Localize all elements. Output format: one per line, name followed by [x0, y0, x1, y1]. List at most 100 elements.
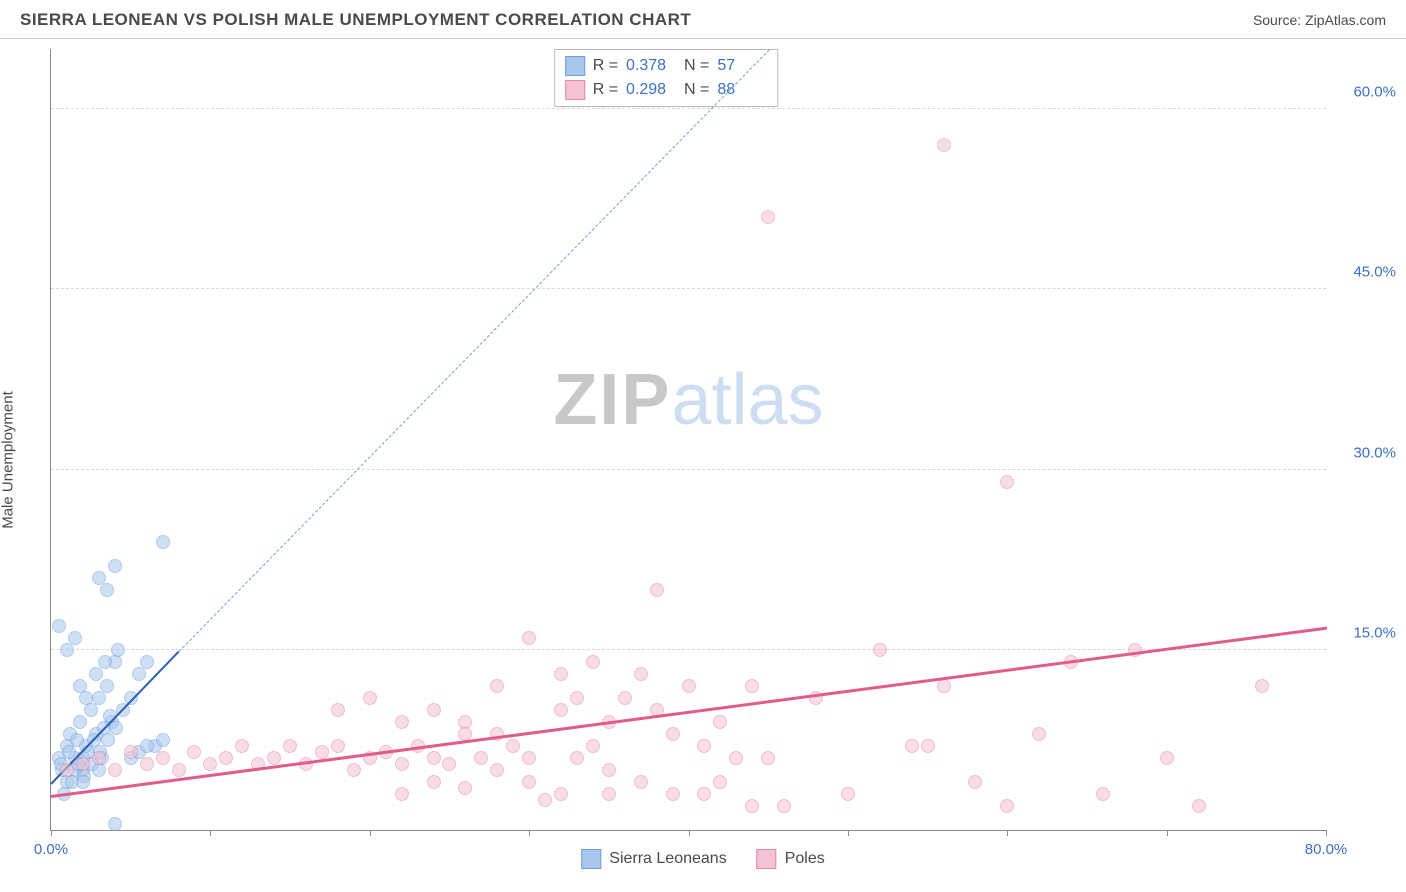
scatter-point [156, 751, 170, 765]
scatter-point [132, 667, 146, 681]
scatter-point [331, 739, 345, 753]
scatter-point [68, 631, 82, 645]
scatter-point [745, 799, 759, 813]
scatter-point [1000, 799, 1014, 813]
scatter-point [140, 655, 154, 669]
scatter-point [172, 763, 186, 777]
watermark-zip: ZIP [553, 360, 671, 440]
legend-r-label: R = [593, 57, 618, 75]
scatter-point [108, 559, 122, 573]
legend-correlation: R =0.378N =57R =0.298N =88 [554, 49, 779, 107]
scatter-point [761, 210, 775, 224]
scatter-point [124, 745, 138, 759]
x-tick [529, 830, 530, 836]
y-axis-label: Male Unemployment [0, 391, 17, 529]
gridline [51, 108, 1326, 109]
trend-line [51, 626, 1327, 797]
scatter-point [395, 715, 409, 729]
scatter-point [140, 739, 154, 753]
legend-n-label: N = [684, 57, 709, 75]
scatter-point [761, 751, 775, 765]
scatter-point [73, 715, 87, 729]
scatter-point [92, 751, 106, 765]
scatter-point [108, 763, 122, 777]
scatter-point [92, 691, 106, 705]
y-tick-label: 60.0% [1336, 84, 1396, 101]
scatter-point [921, 739, 935, 753]
scatter-point [634, 667, 648, 681]
scatter-point [713, 775, 727, 789]
scatter-point [522, 775, 536, 789]
scatter-point [100, 583, 114, 597]
scatter-point [1032, 727, 1046, 741]
legend-correlation-row: R =0.378N =57 [565, 54, 768, 78]
scatter-point [873, 643, 887, 657]
scatter-point [458, 781, 472, 795]
x-tick-label: 0.0% [34, 841, 68, 858]
scatter-point [267, 751, 281, 765]
scatter-point [650, 583, 664, 597]
scatter-point [697, 739, 711, 753]
scatter-point [729, 751, 743, 765]
y-tick-label: 30.0% [1336, 444, 1396, 461]
scatter-point [570, 691, 584, 705]
scatter-point [1000, 475, 1014, 489]
scatter-point [235, 739, 249, 753]
scatter-point [427, 751, 441, 765]
chart-title: SIERRA LEONEAN VS POLISH MALE UNEMPLOYME… [20, 10, 691, 30]
scatter-point [60, 643, 74, 657]
x-tick [848, 830, 849, 836]
plot-area: ZIPatlas R =0.378N =57R =0.298N =88 15.0… [50, 49, 1326, 831]
scatter-point [570, 751, 584, 765]
scatter-point [474, 751, 488, 765]
legend-n-value: 88 [717, 81, 767, 99]
scatter-point [442, 757, 456, 771]
scatter-point [283, 739, 297, 753]
y-tick-label: 45.0% [1336, 264, 1396, 281]
source-link[interactable]: ZipAtlas.com [1305, 12, 1386, 28]
watermark-atlas: atlas [671, 360, 823, 440]
scatter-point [602, 763, 616, 777]
scatter-point [554, 703, 568, 717]
x-tick [51, 830, 52, 836]
scatter-point [84, 703, 98, 717]
scatter-point [187, 745, 201, 759]
x-tick [370, 830, 371, 836]
scatter-point [506, 739, 520, 753]
scatter-point [490, 763, 504, 777]
scatter-point [76, 775, 90, 789]
legend-swatch [757, 849, 777, 869]
legend-series: Sierra LeoneansPoles [581, 849, 824, 869]
scatter-point [62, 745, 76, 759]
source-prefix: Source: [1253, 12, 1305, 28]
scatter-point [522, 751, 536, 765]
scatter-point [618, 691, 632, 705]
scatter-point [76, 757, 90, 771]
scatter-point [89, 667, 103, 681]
scatter-point [98, 655, 112, 669]
scatter-point [1096, 787, 1110, 801]
scatter-point [140, 757, 154, 771]
scatter-point [156, 535, 170, 549]
scatter-point [968, 775, 982, 789]
scatter-point [937, 138, 951, 152]
scatter-point [1160, 751, 1174, 765]
scatter-point [427, 703, 441, 717]
scatter-point [111, 643, 125, 657]
scatter-point [1192, 799, 1206, 813]
chart-header: SIERRA LEONEAN VS POLISH MALE UNEMPLOYME… [0, 0, 1406, 39]
scatter-point [634, 775, 648, 789]
legend-series-item: Poles [757, 849, 825, 869]
x-tick [1007, 830, 1008, 836]
scatter-point [92, 763, 106, 777]
legend-swatch [581, 849, 601, 869]
scatter-point [841, 787, 855, 801]
scatter-point [219, 751, 233, 765]
scatter-point [745, 679, 759, 693]
scatter-point [697, 787, 711, 801]
scatter-point [586, 739, 600, 753]
scatter-point [682, 679, 696, 693]
legend-r-label: R = [593, 81, 618, 99]
legend-r-value: 0.298 [626, 81, 676, 99]
legend-swatch [565, 80, 585, 100]
